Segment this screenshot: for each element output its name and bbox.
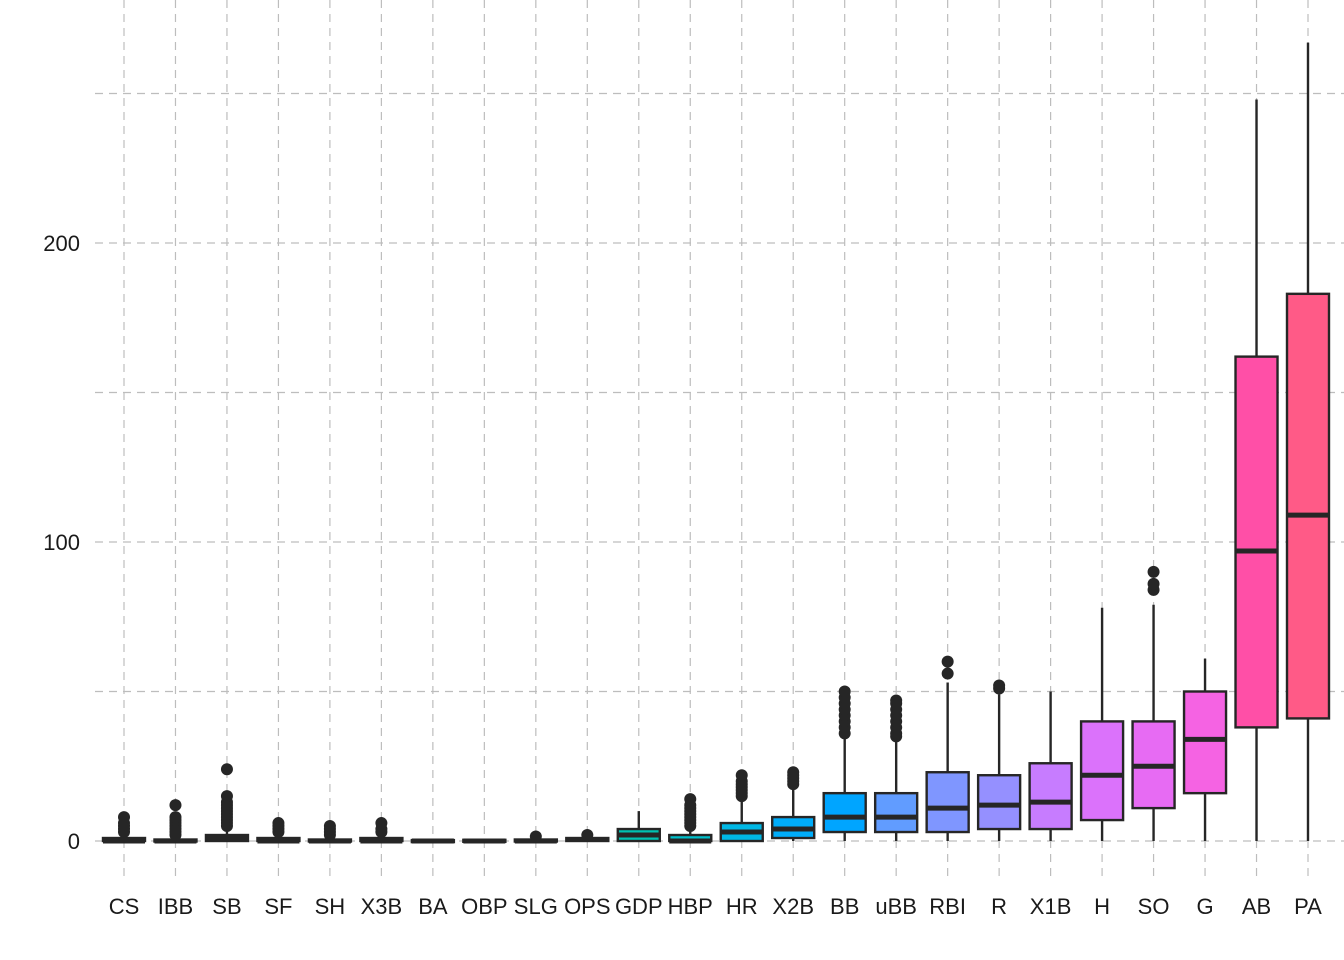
y-axis: 0 100 200	[43, 231, 80, 854]
outlier-point-so-2	[1147, 565, 1160, 578]
outlier-point-so-1	[1147, 577, 1160, 590]
box-sb	[204, 763, 250, 843]
outlier-point-sb-9	[220, 790, 233, 803]
box-g	[1182, 658, 1228, 841]
box-x3b	[359, 817, 404, 844]
x-tick-label-obp: OBP	[461, 894, 507, 919]
iqr-box-g	[1182, 690, 1228, 795]
box-slg	[513, 830, 559, 844]
x-tick-label-hbp: HBP	[668, 894, 713, 919]
x-tick-label-g: G	[1196, 894, 1213, 919]
x-tick-label-hr: HR	[726, 894, 758, 919]
x-tick-label-gdp: GDP	[615, 894, 663, 919]
x-tick-label-ops: OPS	[564, 894, 610, 919]
outlier-point-sb-10	[220, 763, 233, 776]
x-tick-label-x2b: X2B	[772, 894, 814, 919]
iqr-box-pa	[1285, 292, 1331, 720]
box-hr	[719, 769, 764, 843]
outlier-point-cs-4	[118, 811, 130, 824]
outlier-point-hr-6	[735, 769, 748, 782]
y-tick-label-200: 200	[43, 231, 80, 256]
box-cs	[101, 811, 147, 844]
box-ba	[410, 838, 456, 844]
outlier-point-ibb-6	[169, 811, 182, 824]
box-ubb	[873, 694, 919, 841]
x-tick-label-ab: AB	[1242, 894, 1271, 919]
box-hbp	[668, 793, 713, 844]
x-tick-label-r: R	[991, 894, 1007, 919]
x-tick-label-rbi: RBI	[929, 894, 966, 919]
box-h	[1079, 607, 1125, 841]
x-tick-label-pa: PA	[1294, 894, 1322, 919]
iqr-box-ab	[1234, 355, 1279, 729]
x-tick-label-slg: SLG	[514, 894, 558, 919]
x-tick-label-sb: SB	[212, 894, 241, 919]
x-tick-label-ubb: uBB	[875, 894, 917, 919]
outlier-point-hbp-8	[684, 793, 697, 806]
outlier-point-x2b-4	[787, 766, 800, 779]
outlier-point-rbi-1	[941, 655, 954, 668]
box-sh	[307, 820, 353, 844]
x-tick-label-h: H	[1094, 894, 1110, 919]
box-r	[976, 679, 1022, 841]
iqr-box-bb	[822, 791, 867, 834]
box-rbi	[925, 655, 970, 841]
y-tick-label-100: 100	[43, 530, 80, 555]
box-ibb	[153, 799, 198, 844]
x-tick-label-bb: BB	[830, 894, 859, 919]
x-tick-label-x3b: X3B	[361, 894, 403, 919]
x-tick-label-sh: SH	[315, 894, 346, 919]
iqr-box-ubb	[873, 791, 919, 834]
outlier-point-sh-3	[323, 820, 336, 833]
x-tick-label-ba: BA	[418, 894, 448, 919]
box-gdp	[616, 811, 661, 843]
x-tick-label-cs: CS	[109, 894, 140, 919]
iqr-box-x1b	[1028, 762, 1073, 831]
box-ab	[1234, 99, 1279, 841]
outlier-point-ops-0	[581, 829, 594, 842]
box-so	[1131, 565, 1176, 841]
boxes-layer	[101, 42, 1331, 844]
outlier-point-bb-7	[838, 685, 851, 698]
box-obp	[462, 838, 507, 844]
iqr-box-rbi	[925, 771, 970, 834]
box-ops	[565, 829, 610, 843]
outlier-point-ubb-7	[890, 694, 903, 707]
outlier-point-sf-3	[272, 817, 285, 830]
x-tick-label-so: SO	[1138, 894, 1170, 919]
x-tick-label-x1b: X1B	[1030, 894, 1072, 919]
y-tick-label-0: 0	[68, 829, 80, 854]
box-x2b	[771, 766, 816, 841]
x-axis: CS IBB SB SF SH X3B BA OBP SLG OPS GDP HBP HR X2B BB uB…	[109, 894, 1322, 919]
outlier-point-slg-0	[529, 830, 542, 843]
iqr-box-r	[976, 774, 1022, 831]
outlier-point-ibb-7	[169, 799, 182, 812]
box-x1b	[1028, 691, 1073, 841]
outlier-point-r-1	[993, 679, 1006, 692]
box-sf	[256, 817, 301, 844]
x-tick-label-ibb: IBB	[158, 894, 193, 919]
outlier-point-rbi-0	[941, 667, 954, 680]
iqr-box-h	[1079, 720, 1125, 822]
box-pa	[1285, 42, 1331, 841]
x-tick-label-sf: SF	[264, 894, 292, 919]
outlier-point-x3b-2	[375, 817, 388, 830]
box-bb	[822, 685, 867, 841]
